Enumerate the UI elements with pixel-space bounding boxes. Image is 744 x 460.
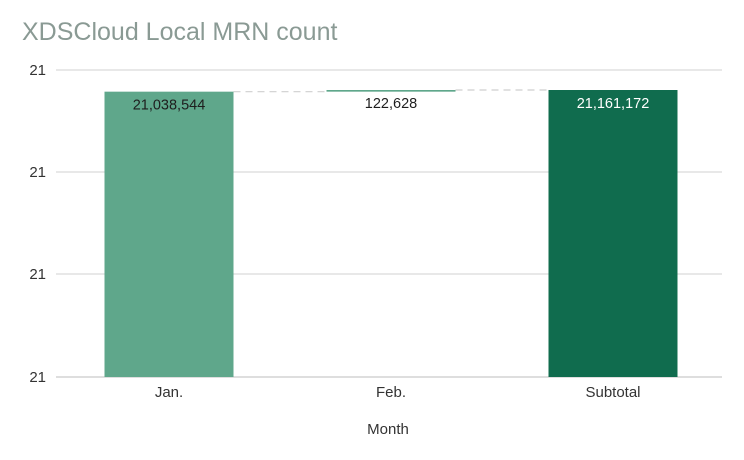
bar-feb bbox=[326, 90, 456, 92]
chart-title: XDSCloud Local MRN count bbox=[22, 18, 338, 46]
connectors bbox=[233, 89, 549, 93]
x-tick-label: Jan. bbox=[155, 384, 183, 401]
x-tick-label: Feb. bbox=[376, 384, 406, 401]
x-axis-labels: Jan. Feb. Subtotal bbox=[155, 384, 641, 401]
x-axis-title: Month bbox=[367, 421, 409, 438]
y-tick-label: 21 bbox=[29, 62, 46, 79]
bars bbox=[104, 90, 678, 378]
data-labels: 21,038,544 122,628 21,161,172 bbox=[133, 96, 650, 114]
x-tick-label: Subtotal bbox=[585, 384, 640, 401]
bar-jan bbox=[104, 91, 234, 378]
data-label: 21,161,172 bbox=[577, 96, 650, 112]
bar-subtotal bbox=[548, 90, 678, 377]
data-label: 122,628 bbox=[365, 96, 417, 112]
y-axis-ticks: 21 21 21 21 bbox=[29, 62, 46, 386]
data-label: 21,038,544 bbox=[133, 98, 206, 114]
y-tick-label: 21 bbox=[29, 369, 46, 386]
y-tick-label: 21 bbox=[29, 266, 46, 283]
y-tick-label: 21 bbox=[29, 164, 46, 181]
